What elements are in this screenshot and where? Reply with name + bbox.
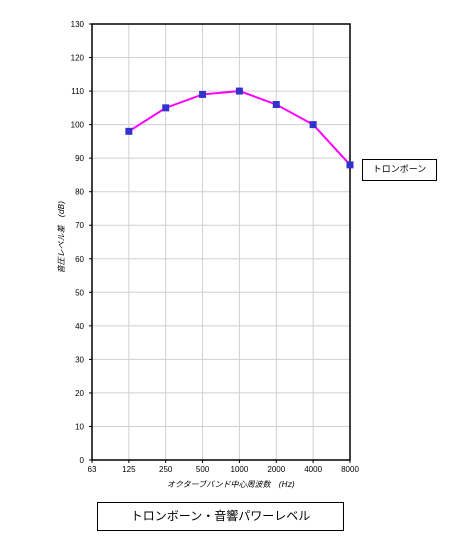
chart-title: トロンボーン・音響パワーレベル	[130, 509, 311, 523]
y-tick-label: 100	[71, 121, 85, 130]
y-tick-label: 0	[80, 456, 85, 465]
y-tick-label: 70	[75, 221, 84, 230]
y-tick-label: 110	[71, 87, 84, 96]
y-tick-labels: 0 10 20 30 40 50 60 70 80 90 100 110 120 130	[71, 20, 92, 465]
y-tick-label: 50	[75, 288, 84, 297]
x-tick-label: 8000	[341, 465, 359, 474]
legend-entry-trombone: トロンボーン	[372, 165, 427, 175]
x-tick-labels: 63 125 250 500 1000 2000 4000 8000	[88, 460, 359, 474]
x-tick-label: 500	[196, 465, 210, 474]
data-point-marker	[125, 127, 133, 135]
y-tick-label: 90	[75, 154, 84, 163]
x-tick-label: 63	[88, 465, 97, 474]
x-tick-label: 250	[159, 465, 173, 474]
y-tick-label: 130	[71, 20, 85, 29]
y-tick-label: 30	[75, 355, 84, 364]
y-tick-label: 120	[71, 54, 85, 63]
x-tick-label: 1000	[231, 465, 249, 474]
x-tick-label: 125	[122, 465, 136, 474]
legend: トロンボーン	[362, 159, 437, 181]
y-tick-label: 10	[75, 422, 84, 431]
x-axis-label: オクターブバンド中心周波数 (Hz)	[167, 480, 295, 489]
x-tick-label: 4000	[304, 465, 322, 474]
data-point-marker	[199, 90, 207, 98]
y-tick-label: 40	[75, 322, 84, 331]
plot-area	[91, 23, 351, 461]
data-point-marker	[309, 121, 317, 129]
y-tick-label: 80	[75, 188, 84, 197]
y-axis-label: 音圧レベル差 (dB)	[57, 201, 66, 274]
data-point-marker	[162, 104, 170, 112]
y-tick-label: 60	[75, 255, 84, 264]
grid-lines	[92, 24, 350, 460]
y-tick-label: 20	[75, 389, 84, 398]
x-tick-label: 2000	[267, 465, 285, 474]
chart-title-box: トロンボーン・音響パワーレベル	[97, 502, 344, 531]
series-trombone	[125, 87, 354, 169]
data-point-marker	[235, 87, 243, 95]
data-point-marker	[272, 100, 280, 108]
data-point-marker	[346, 161, 354, 169]
